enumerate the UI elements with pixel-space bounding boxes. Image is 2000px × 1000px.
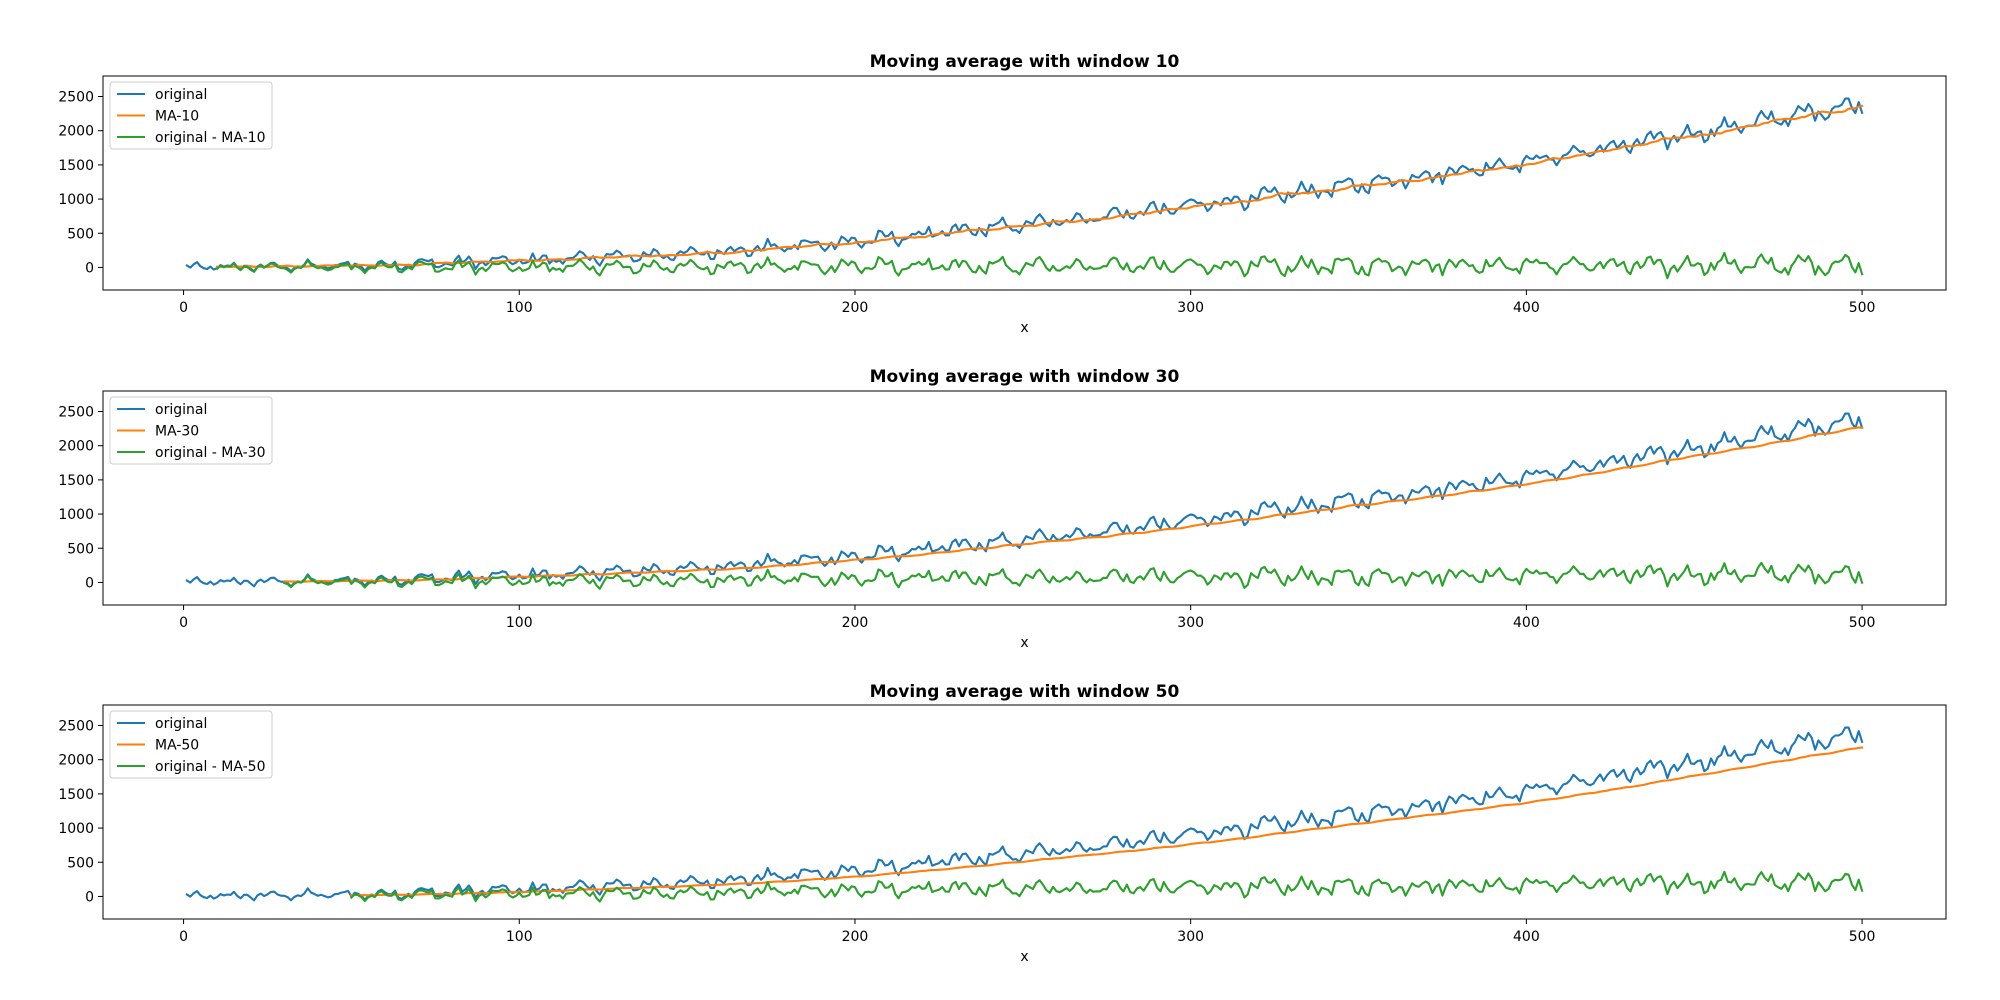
x-tick-label: 400 [1513,929,1540,945]
legend: original MA-50 original - MA-50 [109,710,273,779]
x-tick-label: 100 [506,929,533,945]
x-tick-label: 0 [179,615,188,631]
y-tick-label: 2000 [58,124,94,140]
legend-entry: MA-50 [155,738,199,754]
legend: original MA-30 original - MA-30 [109,396,273,465]
y-tick-label: 2500 [58,405,94,421]
series-line-3 [349,870,1864,903]
legend-box [109,710,273,779]
legend-entry: original [155,402,207,418]
y-tick-label: 0 [85,889,94,905]
y-tick-label: 1500 [58,787,94,803]
legend-entry: original - MA-50 [155,759,266,775]
series-line-3 [215,251,1864,280]
legend-entry: original - MA-30 [155,445,266,461]
legend-entry: original - MA-10 [155,130,266,146]
x-tick-label: 500 [1849,929,1876,945]
x-tick-label: 300 [1177,615,1204,631]
legend-entry: original [155,87,207,103]
y-tick-label: 500 [67,226,94,242]
x-tick-label: 300 [1177,300,1204,316]
y-tick-label: 1000 [58,192,94,208]
x-tick-label: 0 [179,929,188,945]
x-tick-label: 200 [842,300,869,316]
series-line-2 [216,104,1864,269]
x-tick-label: 300 [1177,929,1204,945]
y-tick-label: 500 [67,541,94,557]
x-tick-label: 0 [179,300,188,316]
chart-title: Moving average with window 50 [870,682,1180,702]
x-tick-label: 400 [1513,300,1540,316]
chart-title: Moving average with window 10 [870,52,1180,72]
plot-frame [102,75,1947,291]
y-tick-label: 2000 [58,439,94,455]
x-axis-label: x [1020,635,1028,651]
plot-frame [102,390,1947,606]
x-tick-label: 500 [1849,615,1876,631]
chart-title: Moving average with window 30 [870,367,1180,387]
legend-entry: original [155,716,207,732]
x-tick-label: 100 [506,615,533,631]
y-tick-label: 1500 [58,158,94,174]
x-tick-label: 200 [842,615,869,631]
y-tick-label: 2000 [58,753,94,769]
series-line-1 [185,97,1864,273]
chart-panel-3: Moving average with window 50 0 100 200 300 4… [58,682,1947,965]
y-tick-label: 2500 [58,719,94,735]
y-tick-label: 1000 [58,821,94,837]
legend-entry: MA-30 [155,424,199,440]
plot-frame [102,704,1947,920]
x-tick-label: 100 [506,300,533,316]
x-tick-label: 400 [1513,615,1540,631]
chart-panel-2: Moving average with window 30 0 100 200 300 4… [58,367,1947,651]
y-tick-label: 0 [85,260,94,276]
legend: original MA-10 original - MA-10 [109,81,273,150]
legend-box [109,81,273,150]
y-tick-label: 1000 [58,507,94,523]
series-line-3 [282,561,1864,590]
series-line-1 [185,726,1864,902]
x-axis-label: x [1020,949,1028,965]
y-tick-label: 1500 [58,473,94,489]
x-axis-label: x [1020,320,1028,336]
legend-entry: MA-10 [155,109,199,125]
series-line-2 [350,746,1864,897]
y-tick-label: 500 [67,855,94,871]
series-line-1 [185,412,1864,588]
chart-panel-1: Moving average with window 10 0 100 200 300 4… [58,52,1947,336]
y-tick-label: 2500 [58,90,94,106]
y-tick-label: 0 [85,575,94,591]
legend-box [109,396,273,465]
x-tick-label: 500 [1849,300,1876,316]
x-tick-label: 200 [842,929,869,945]
series-line-2 [283,426,1864,583]
